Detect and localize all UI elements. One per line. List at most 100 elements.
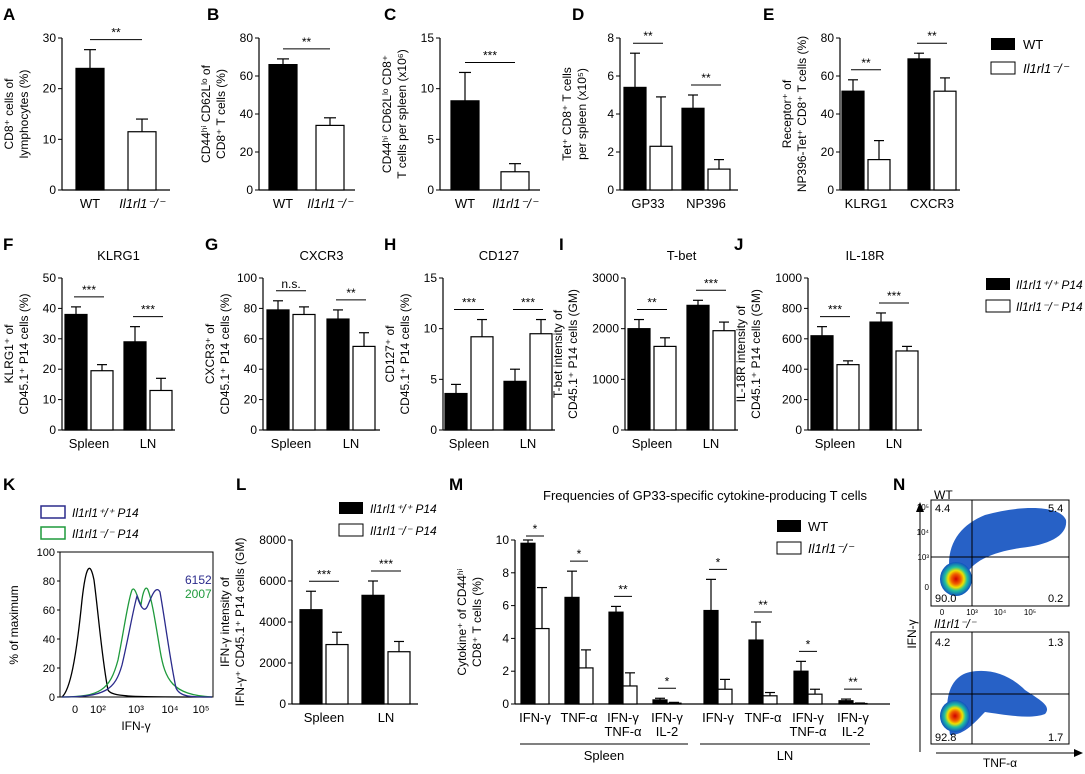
panel-g-ytick-label: 20 (244, 393, 258, 407)
panel-g-ytick-label: 60 (244, 332, 258, 346)
panel-m-xtick-label: IFN-γ (607, 710, 639, 725)
flow-wt-density (940, 562, 972, 596)
flow-ko-q-ul: 4.2 (935, 637, 950, 649)
panel-m-xtick-label: IFN-γ (792, 710, 824, 725)
panel-f-chart: 0 10 20 30 40 50 KLRG1⁺ of CD45.1⁺ P14 cells (%… (2, 248, 175, 451)
panel-b-ytick-label: 20 (240, 145, 254, 159)
panel-letter-i: I (559, 235, 564, 254)
panel-m-bar (703, 609, 719, 705)
hist-xtick: 10³ (128, 704, 144, 716)
hist-curve-ko (61, 587, 213, 698)
legend-mid-wt-label: Il1rl1⁺/⁺ P14 (1016, 278, 1083, 292)
legend-mid: Il1rl1⁺/⁺ P14 Il1rl1⁻/⁻ P14 (985, 278, 1083, 314)
panel-m-bar (578, 667, 594, 705)
panel-f-bar (149, 389, 173, 431)
hist-gm-ko: 2007 (185, 587, 212, 601)
panel-i-xtick-label: LN (703, 436, 720, 451)
hist-legend-wt-label: Il1rl1⁺/⁺ P14 (72, 506, 139, 520)
panel-l-xtick-label: LN (378, 710, 395, 725)
panel-b-ytick-label: 40 (240, 107, 254, 121)
panel-e-ylabel: Receptor⁺ of (780, 79, 794, 148)
panel-d-ytick-label: 6 (607, 69, 614, 83)
panel-h-bar (444, 392, 468, 431)
panel-m-group-label: Spleen (584, 748, 624, 763)
legend-top: WT Il1rl1⁻/⁻ (990, 37, 1070, 76)
hist-ytick: 20 (43, 663, 55, 675)
panel-e-bar (933, 90, 957, 191)
panel-i-chart: 0 1000 2000 3000 T-bet intensity of CD45.1⁺ P… (551, 248, 738, 451)
panel-m-bar (666, 702, 682, 705)
legend-m-wt-label: WT (808, 519, 828, 534)
panel-g-xtick-label: Spleen (271, 436, 311, 451)
flow-wt-q-lr: 0.2 (1048, 593, 1063, 605)
panel-letter-d: D (572, 5, 584, 24)
panel-d-bar (649, 145, 673, 191)
panel-h-ytick-label: 10 (424, 322, 438, 336)
legend-wt-label: WT (1023, 37, 1043, 52)
flow-wt-title: WT (934, 488, 953, 502)
panel-letter-h: H (384, 235, 396, 254)
panel-f-sig-label: *** (82, 283, 96, 297)
panel-m-ytick-label: 6 (502, 599, 509, 613)
panel-m-xtick-label: IFN-γ (651, 710, 683, 725)
panel-m-sig-label: ** (758, 598, 768, 612)
panel-m-bar (793, 670, 809, 705)
panel-m-sig-label: * (577, 547, 582, 561)
panel-c-bar (450, 100, 480, 191)
panel-d-sig-label: ** (643, 29, 653, 43)
panel-j-ytick-label: 0 (795, 423, 802, 437)
hist-legend-ko-swatch (40, 526, 66, 540)
panel-e-chart: 0 20 40 60 80 Receptor⁺ of NP396-Tet⁺ CD8⁺ T c… (780, 29, 960, 211)
panel-a-ytick-label: 30 (43, 31, 57, 45)
panel-h-xtick-label: LN (520, 436, 537, 451)
flow-xlabel: TNF-α (983, 756, 1017, 770)
hist-ytick: 100 (37, 547, 55, 559)
panel-m-xtick-label: IFN-γ (837, 710, 869, 725)
panel-b-ylabel: CD44ʰⁱ CD62Lˡᵒ of (199, 64, 213, 163)
panel-h-sig-label: *** (521, 296, 535, 310)
legend-mid-ko-swatch (985, 299, 1011, 313)
panel-f-bar (90, 370, 114, 431)
legend-l-ko-swatch (338, 523, 364, 537)
panel-letter-n: N (893, 475, 905, 494)
panel-c-xtick-label: Il1rl1⁻/⁻ (492, 196, 539, 211)
legend-l: Il1rl1⁺/⁺ P14 Il1rl1⁻/⁻ P14 (338, 502, 437, 538)
panel-m-bar (564, 596, 580, 705)
panel-g-bar (352, 345, 376, 431)
panel-g-bar (292, 313, 316, 431)
panel-m-xtick-label: IFN-γ (702, 710, 734, 725)
panel-g-ytick-label: 100 (237, 271, 257, 285)
panel-j-ytick-label: 800 (782, 301, 802, 315)
panel-letter-l: L (236, 475, 246, 494)
panel-h-xtick-label: Spleen (449, 436, 489, 451)
panel-g-ylabel: CXCR3⁺ of (203, 323, 217, 384)
panel-m-xtick-label: TNF-α (604, 724, 642, 739)
panel-m-xtick-label: TNF-α (560, 710, 598, 725)
panel-letter-g: G (205, 235, 218, 254)
panel-j-ytick-label: 400 (782, 362, 802, 376)
panel-e-ytick-label: 80 (821, 31, 835, 45)
panel-m-xtick-label: IL-2 (842, 724, 864, 739)
panel-m-ytick-label: 4 (502, 631, 509, 645)
panel-l-ytick-label: 4000 (259, 615, 286, 629)
panel-e-sig-label: ** (861, 56, 871, 70)
panel-b-chart: 0 20 40 60 80 CD44ʰⁱ CD62Lˡᵒ of CD8⁺ T cells (… (199, 31, 355, 211)
panel-e-ytick-label: 0 (827, 183, 834, 197)
panel-m-bar (717, 688, 733, 705)
flow-ko-title: Il1rl1⁻/⁻ (934, 617, 978, 631)
panel-b-bar (268, 63, 298, 191)
panel-m-bar (762, 695, 778, 705)
legend-mid-wt-swatch (986, 278, 1010, 290)
panel-f-ytick-label: 30 (43, 332, 57, 346)
legend-l-wt-swatch (339, 502, 363, 514)
panel-a-bar (127, 131, 157, 191)
panel-e-bar (841, 90, 865, 191)
panel-e-xtick-label: KLRG1 (845, 196, 888, 211)
panel-f-title: KLRG1 (97, 248, 140, 263)
panel-i-title: T-bet (667, 248, 697, 263)
panel-m-ytick-label: 10 (496, 533, 510, 547)
panel-a-sig-label: ** (111, 26, 121, 40)
panel-f-bar (123, 341, 147, 431)
panel-i-ytick-label: 0 (612, 423, 619, 437)
panel-j-xtick-label: LN (886, 436, 903, 451)
